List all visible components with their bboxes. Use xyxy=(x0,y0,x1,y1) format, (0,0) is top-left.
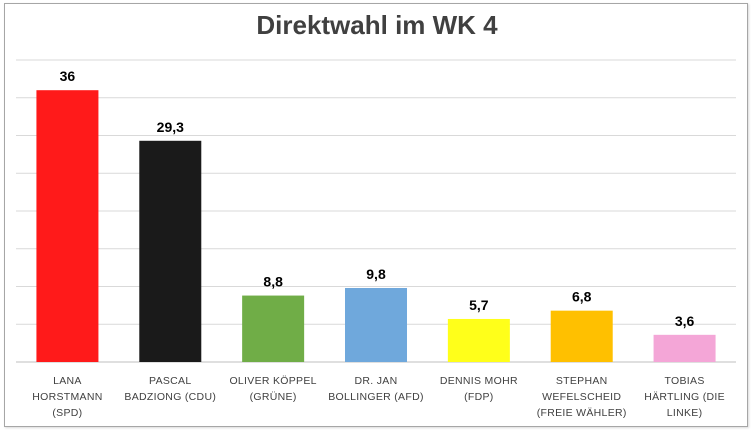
bar-value-label: 8,8 xyxy=(263,274,283,290)
category-label: TOBIAS HÄRTLING (DIE LINKE) xyxy=(644,375,725,419)
category-labels: LANA HORSTMANN (SPD) PASCAL BADZIONG (CDU) OL… xyxy=(32,375,725,419)
value-labels: 36 29,3 8,8 9,8 5,7 6,8 3,6 xyxy=(60,68,695,329)
category-label: OLIVER KÖPPEL (GRÜNE) xyxy=(229,375,316,403)
category-label: DR. JAN BOLLINGER (AFD) xyxy=(328,375,424,403)
bar xyxy=(36,90,99,362)
bar xyxy=(345,288,407,362)
bar-value-label: 9,8 xyxy=(366,266,386,282)
bar xyxy=(550,310,613,362)
category-label: DENNIS MOHR (FDP) xyxy=(440,375,518,403)
bar xyxy=(139,140,202,362)
bar xyxy=(653,334,716,362)
bar-value-label: 3,6 xyxy=(675,313,695,329)
bar-value-label: 29,3 xyxy=(157,119,184,135)
category-label: LANA HORSTMANN (SPD) xyxy=(32,375,102,419)
bars xyxy=(36,90,716,362)
category-label: PASCAL BADZIONG (CDU) xyxy=(124,375,216,403)
bar-value-label: 6,8 xyxy=(572,289,592,305)
bar xyxy=(447,318,510,362)
bar-value-label: 5,7 xyxy=(469,297,489,313)
category-label: STEPHAN WEFELSCHEID (FREIE WÄHLER) xyxy=(537,375,627,419)
chart-title: Direktwahl im WK 4 xyxy=(256,10,498,40)
bar xyxy=(242,295,305,362)
bar-value-label: 36 xyxy=(60,68,76,84)
gridlines xyxy=(16,59,736,363)
